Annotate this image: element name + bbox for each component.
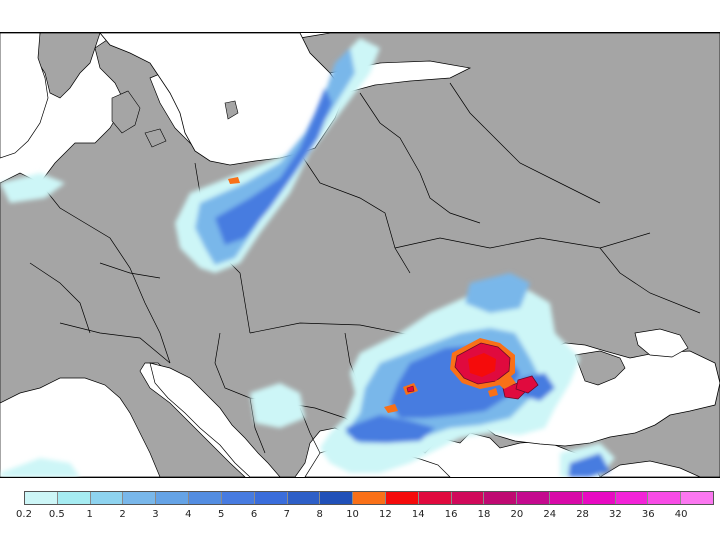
legend-swatch <box>648 492 682 504</box>
legend-threshold-label: 5 <box>217 509 225 520</box>
sea-tyrrhenian <box>0 377 161 477</box>
legend-swatch <box>221 492 255 504</box>
color-scale-labels: 0.2 0.5 1 2 3 4 5 6 7 8 10 12 14 16 18 20 24 28 32 36 40 <box>0 509 720 525</box>
legend-threshold-label: 28 <box>576 509 589 520</box>
legend-threshold-label: 6 <box>250 509 258 520</box>
legend-threshold-label: 0.5 <box>48 509 65 520</box>
legend-threshold-label: 18 <box>477 509 491 520</box>
legend-swatch <box>550 492 583 504</box>
map-canvas <box>0 33 720 477</box>
legend-swatch <box>25 492 58 504</box>
legend-threshold-label: 24 <box>543 509 557 520</box>
land-gotland <box>224 100 239 120</box>
legend-swatch <box>484 492 518 504</box>
legend-swatch <box>451 492 485 504</box>
legend-threshold-label: 36 <box>641 509 655 520</box>
legend-swatch <box>90 492 124 504</box>
legend-swatch <box>517 492 550 504</box>
legend-swatch <box>582 492 616 504</box>
legend-threshold-label: 40 <box>674 509 688 520</box>
sea-north-sea <box>0 33 49 159</box>
heavy-precipitation-core <box>228 177 539 413</box>
legend-threshold-label: 4 <box>185 509 192 520</box>
legend-swatch <box>615 492 649 504</box>
legend-swatch <box>287 492 321 504</box>
legend-threshold-label: 8 <box>316 509 323 520</box>
legend-threshold-label: 16 <box>444 509 458 520</box>
legend-swatch <box>385 492 419 504</box>
legend-threshold-label: 7 <box>283 509 291 520</box>
sea-east-med <box>599 460 701 477</box>
color-scale-bar <box>24 491 714 505</box>
land-danish-island <box>144 128 167 148</box>
legend-threshold-label: 1 <box>86 509 93 520</box>
legend-swatch <box>353 492 386 504</box>
legend-threshold-label: 32 <box>609 509 622 520</box>
legend-swatch <box>189 492 222 504</box>
legend-swatch <box>123 492 157 504</box>
legend-threshold-label: 3 <box>152 509 159 520</box>
legend-swatch <box>254 492 288 504</box>
legend-threshold-label: 20 <box>510 509 524 520</box>
sea-azov <box>634 328 689 358</box>
legend-swatch <box>57 492 91 504</box>
legend-swatch <box>681 492 714 504</box>
legend-threshold-label: 12 <box>379 509 392 520</box>
land-crimea <box>574 350 626 386</box>
sea-adriatic <box>149 362 281 477</box>
precipitation-map <box>0 32 720 478</box>
legend-swatch <box>418 492 452 504</box>
legend-threshold-label: 14 <box>411 509 425 520</box>
legend-threshold-label: 0.2 <box>16 509 32 520</box>
legend-threshold-label: 10 <box>346 509 359 520</box>
legend-swatch <box>320 492 354 504</box>
land-denmark <box>111 90 141 134</box>
legend-threshold-label: 2 <box>119 509 126 520</box>
legend-swatch <box>156 492 190 504</box>
